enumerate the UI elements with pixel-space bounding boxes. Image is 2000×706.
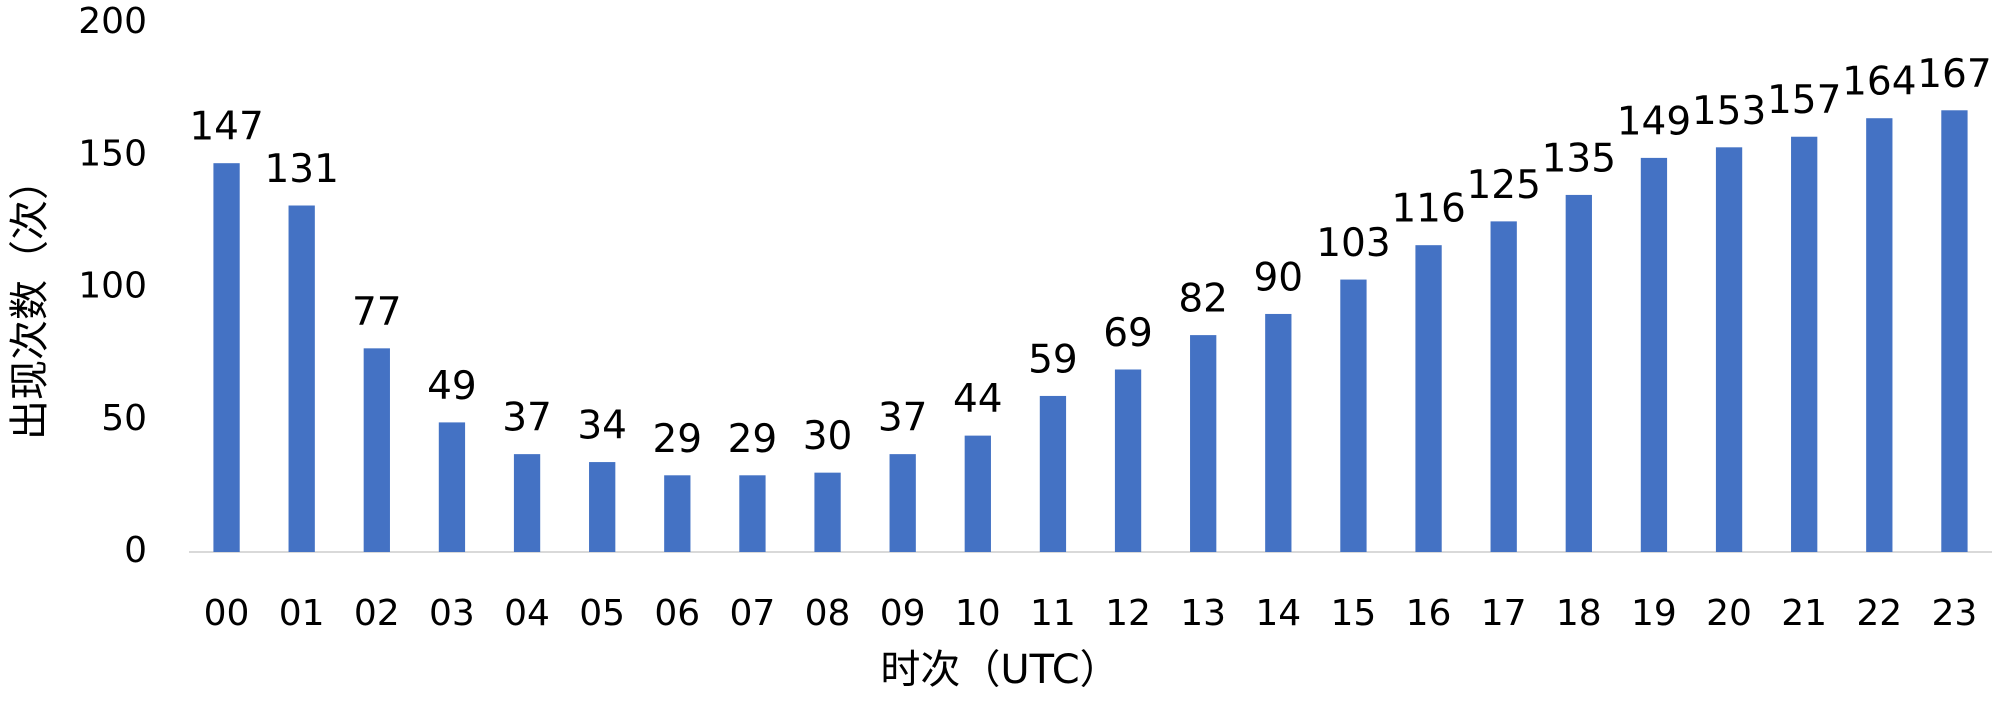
data-label: 37 [878, 396, 928, 441]
data-label: 44 [953, 377, 1003, 422]
x-tick-label: 11 [1030, 593, 1076, 634]
bar [1866, 118, 1893, 552]
data-label: 37 [502, 396, 552, 441]
x-tick-label: 20 [1706, 593, 1752, 634]
x-tick-label: 21 [1781, 593, 1827, 634]
x-tick-label: 17 [1481, 593, 1527, 634]
bar [1190, 335, 1217, 552]
y-tick-label: 50 [101, 398, 147, 439]
x-tick-label: 07 [730, 593, 776, 634]
data-label: 34 [577, 404, 627, 449]
data-label: 167 [1917, 52, 1991, 97]
x-tick-label: 09 [880, 593, 926, 634]
bar [438, 422, 466, 552]
y-tick-label: 200 [78, 1, 147, 42]
data-label: 90 [1253, 255, 1303, 300]
x-tick-label: 22 [1856, 593, 1902, 634]
x-tick-label: 23 [1932, 593, 1978, 634]
x-tick-label: 02 [354, 593, 400, 634]
data-label: 135 [1542, 136, 1616, 181]
y-tick-label: 100 [78, 266, 147, 307]
data-label: 125 [1466, 163, 1540, 208]
y-tick-label: 150 [78, 133, 147, 174]
x-tick-label: 10 [955, 593, 1001, 634]
y-tick-label: 0 [124, 530, 147, 571]
bar [964, 435, 991, 552]
y-axis-title: 出现次数（次） [7, 160, 53, 440]
bar [739, 475, 766, 552]
bar [1715, 147, 1743, 552]
data-label: 30 [803, 414, 853, 459]
data-label: 153 [1692, 89, 1766, 134]
data-label: 59 [1028, 337, 1078, 382]
data-label: 164 [1842, 60, 1916, 105]
bar [1340, 279, 1367, 552]
x-tick-label: 16 [1406, 593, 1452, 634]
x-tick-label: 14 [1255, 593, 1301, 634]
data-label: 147 [189, 105, 263, 150]
data-label: 82 [1178, 277, 1228, 322]
x-tick-label: 04 [504, 593, 550, 634]
bar [363, 348, 390, 552]
x-tick-label: 15 [1331, 593, 1377, 634]
data-label: 103 [1316, 221, 1390, 266]
bar [1565, 194, 1592, 553]
x-tick-label: 06 [654, 593, 700, 634]
bar [889, 454, 916, 552]
bar [213, 163, 240, 552]
bar [1941, 110, 1968, 552]
x-tick-label: 01 [279, 593, 325, 634]
bar [1039, 395, 1067, 552]
bar [814, 472, 841, 552]
data-label: 69 [1103, 311, 1153, 356]
x-tick-label: 00 [204, 593, 250, 634]
data-label: 116 [1391, 187, 1465, 232]
data-label: 29 [652, 417, 702, 462]
x-tick-label: 13 [1180, 593, 1226, 634]
x-tick-label: 12 [1105, 593, 1151, 634]
data-label: 149 [1617, 99, 1691, 144]
x-axis-title: 时次（UTC） [880, 647, 1119, 693]
x-tick-label: 18 [1556, 593, 1602, 634]
bar [1791, 136, 1818, 553]
x-tick-label: 19 [1631, 593, 1677, 634]
bar [1640, 157, 1668, 552]
bar [589, 462, 616, 552]
x-tick-label: 05 [579, 593, 625, 634]
bar [513, 454, 541, 552]
data-label: 77 [352, 290, 402, 335]
x-tick-label: 03 [429, 593, 475, 634]
bar [1265, 313, 1292, 552]
data-label: 49 [427, 364, 477, 409]
bar [1490, 221, 1517, 552]
x-tick-label: 08 [805, 593, 851, 634]
bar [1114, 369, 1142, 552]
data-label: 157 [1767, 78, 1841, 123]
bar [288, 205, 315, 552]
bar [1415, 245, 1442, 552]
data-label: 131 [264, 147, 338, 192]
bar [664, 475, 691, 552]
data-label: 29 [728, 417, 778, 462]
